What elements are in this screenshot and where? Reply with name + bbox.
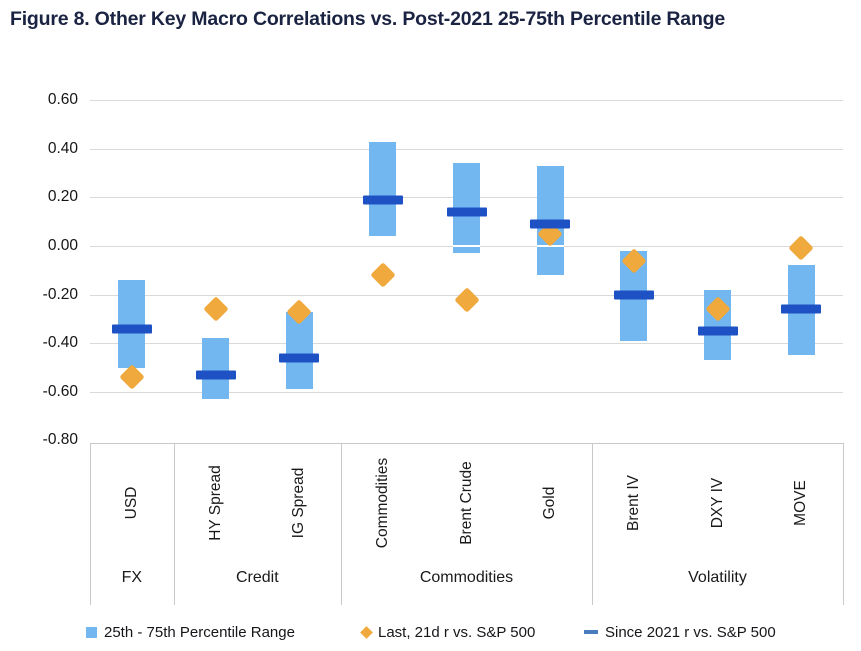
- legend-label-since-2021: Since 2021 r vs. S&P 500: [605, 623, 776, 641]
- last-21d-diamond-marker: [119, 364, 145, 390]
- since-2021-dash-marker: [530, 219, 571, 229]
- category-label: DXY IV: [708, 477, 726, 529]
- group-label: Volatility: [688, 569, 747, 586]
- legend-item-since-2021: Since 2021 r vs. S&P 500: [584, 622, 776, 642]
- last-21d-diamond-marker: [788, 235, 814, 262]
- since-2021-dash-marker: [697, 326, 738, 336]
- range-bar: [369, 141, 397, 237]
- chart-title: Figure 8. Other Key Macro Correlations v…: [10, 8, 726, 30]
- y-tick-label: -0.60: [42, 382, 78, 400]
- diamond-swatch-icon: [360, 625, 373, 639]
- y-tick-label: 0.20: [47, 188, 78, 206]
- last-21d-diamond-marker: [453, 286, 480, 313]
- category-label: HY Spread: [206, 465, 224, 541]
- range-bar-swatch-icon: [86, 626, 97, 638]
- category-label: Commodities: [373, 457, 391, 549]
- y-tick-label: -0.80: [42, 431, 78, 449]
- since-2021-dash-marker: [613, 290, 654, 300]
- y-tick-label: 0.40: [47, 139, 78, 157]
- category-label: MOVE: [792, 480, 810, 526]
- group-divider: [90, 443, 91, 605]
- gridline: [90, 148, 843, 150]
- gridline: [90, 100, 843, 102]
- gridline: [90, 343, 843, 345]
- y-tick-label: -0.20: [42, 285, 78, 303]
- y-tick-label: -0.40: [42, 334, 78, 352]
- since-2021-dash-marker: [111, 324, 152, 334]
- group-divider: [843, 443, 844, 605]
- group-label: Credit: [235, 569, 279, 586]
- axis-box-top-border: [90, 443, 843, 444]
- zero-line-gap: [453, 245, 480, 247]
- category-label: Brent IV: [624, 475, 642, 531]
- y-tick-label: 0.00: [47, 237, 78, 254]
- group-divider: [592, 443, 593, 605]
- legend-item-percentile-range: 25th - 75th Percentile Range: [86, 622, 295, 642]
- legend-item-last-21d: Last, 21d r vs. S&P 500: [360, 622, 536, 642]
- since-2021-dash-marker: [279, 353, 320, 363]
- since-2021-dash-marker: [446, 207, 487, 217]
- since-2021-dash-marker: [362, 195, 403, 205]
- y-tick-label: 0.60: [47, 91, 78, 109]
- range-bar: [202, 338, 229, 400]
- group-divider: [341, 443, 342, 605]
- legend-label-last-21d: Last, 21d r vs. S&P 500: [378, 623, 536, 641]
- category-label: IG Spread: [290, 467, 308, 539]
- dash-swatch-icon: [584, 630, 598, 634]
- last-21d-diamond-marker: [202, 296, 229, 322]
- category-label: Brent Crude: [457, 461, 475, 545]
- group-label: FX: [121, 569, 143, 586]
- category-label: USD: [122, 486, 140, 520]
- group-divider: [173, 443, 175, 605]
- category-label: Gold: [541, 486, 559, 520]
- range-bar: [285, 311, 313, 390]
- since-2021-dash-marker: [781, 304, 822, 314]
- legend-label-percentile-range: 25th - 75th Percentile Range: [104, 623, 295, 641]
- range-bar: [118, 280, 146, 368]
- last-21d-diamond-marker: [370, 262, 396, 288]
- group-label: Commodities: [419, 569, 514, 586]
- gridline: [90, 391, 843, 393]
- since-2021-dash-marker: [195, 370, 236, 380]
